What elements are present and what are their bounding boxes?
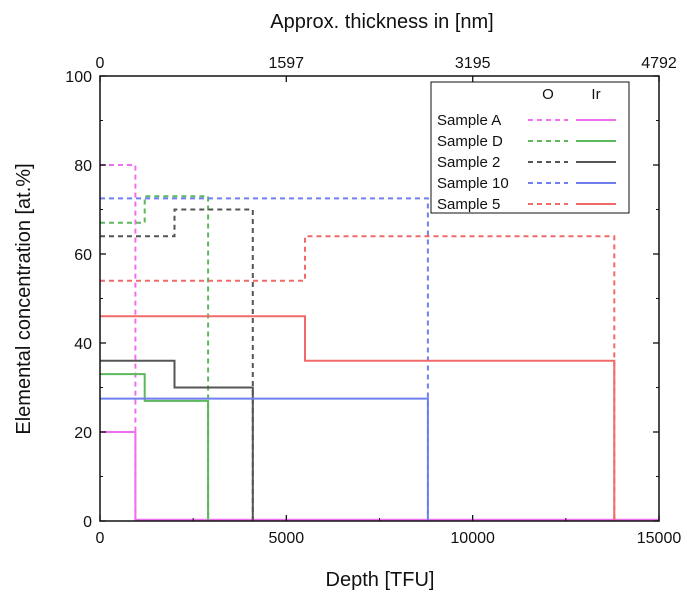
legend-label-sample-10: Sample 10 [437, 175, 509, 192]
top-tick-label: 4792 [641, 55, 677, 72]
top-tick-label: 3195 [455, 55, 491, 72]
y-tick-label: 100 [65, 69, 92, 86]
legend-box [430, 81, 630, 214]
legend-header-ir: Ir [591, 86, 600, 103]
y-tick-label: 60 [74, 247, 92, 264]
x-tick-label: 15000 [637, 530, 682, 547]
series-sample-d-ir [100, 373, 210, 521]
y-tick-label: 0 [83, 514, 92, 531]
series-sample-2-o [100, 208, 254, 521]
top-tick-label: 1597 [268, 55, 304, 72]
legend-label-sample-d: Sample D [437, 133, 503, 150]
legend-label-sample-2: Sample 2 [437, 154, 500, 171]
series-sample-5-ir [100, 315, 616, 521]
x-tick-label: 0 [96, 530, 105, 547]
legend: O Ir Sample A Sample D Sample 2 Sample 10 Samp… [430, 81, 630, 214]
y-tick-label: 20 [74, 425, 92, 442]
series-sample-a-ir [100, 431, 659, 521]
x-axis-title: Depth [TFU] [326, 569, 435, 591]
series-layer [100, 164, 659, 521]
top-axis-title: Approx. thickness in [nm] [270, 11, 493, 33]
series-sample-a-o [100, 164, 137, 521]
x-tick-label: 10000 [450, 530, 495, 547]
x-tick-label: 5000 [269, 530, 305, 547]
series-sample-5-o [100, 235, 616, 521]
top-tick-label: 0 [96, 55, 105, 72]
legend-label-sample-5: Sample 5 [437, 196, 500, 213]
series-sample-2-ir [100, 359, 254, 521]
y-tick-label: 40 [74, 336, 92, 353]
y-tick-label: 80 [74, 158, 92, 175]
legend-label-sample-a: Sample A [437, 112, 501, 129]
legend-header-o: O [542, 86, 554, 103]
series-sample-10-ir [100, 397, 429, 521]
y-axis-title: Elemental concentration [at.%] [13, 163, 35, 434]
series-sample-d-o [100, 195, 210, 521]
series-sample-10-o [100, 197, 429, 521]
